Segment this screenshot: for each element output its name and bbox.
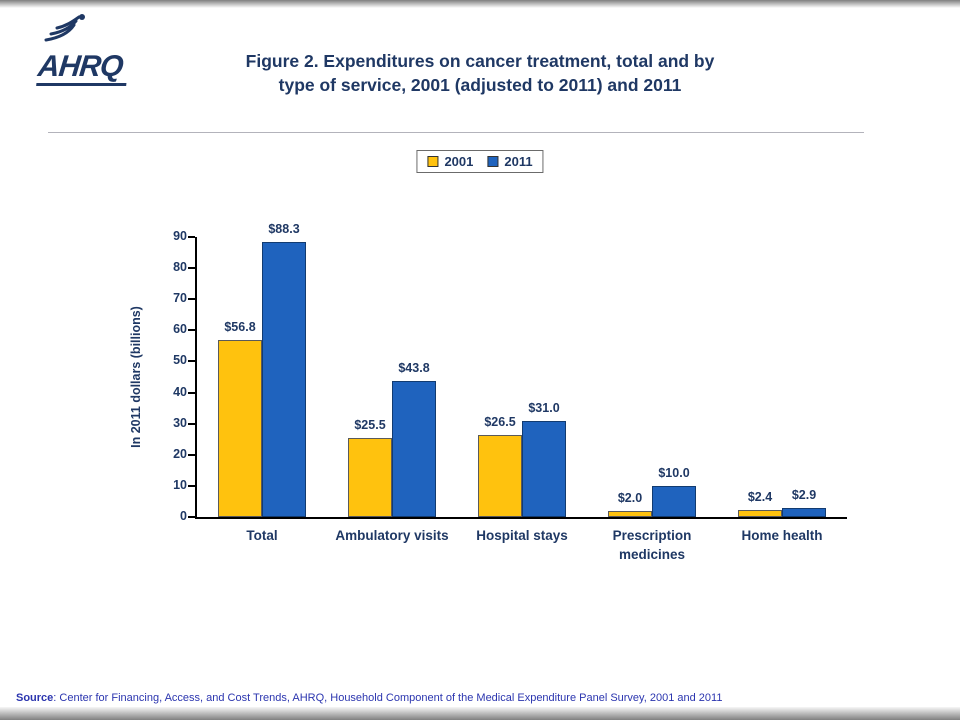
legend-label-2001: 2001: [444, 154, 474, 169]
y-tick-label-50: 50: [173, 353, 187, 368]
bar-2011-ambulatory-visits: [392, 380, 436, 517]
legend-item-2011: 2011: [487, 154, 533, 169]
y-tick-label-20: 20: [173, 446, 187, 461]
bar-2011-hospital-stays: [522, 420, 566, 517]
bar-2001-home-health: [738, 509, 782, 517]
category-label-ambulatory-visits: Ambulatory visits: [335, 528, 449, 543]
y-tick-label-40: 40: [173, 384, 187, 399]
y-tick-mark: [188, 484, 195, 487]
value-label-2001-ambulatory-visits: $25.5: [354, 417, 386, 432]
y-tick-label-60: 60: [173, 322, 187, 337]
y-tick-mark: [188, 516, 195, 518]
y-tick-mark: [188, 360, 195, 363]
y-tick-label-70: 70: [173, 291, 187, 306]
legend-swatch-2001: [427, 156, 439, 167]
source-note: Source: Center for Financing, Access, an…: [16, 692, 946, 704]
category-label-home-health: Home health: [741, 528, 823, 543]
legend-label-2011: 2011: [504, 154, 533, 169]
value-label-2001-total: $56.8: [224, 320, 256, 335]
value-label-2011-home-health: $2.9: [791, 487, 817, 502]
category-label-prescription-medicines: Prescription medicines: [612, 528, 692, 562]
bottom-gradient-strip: [0, 707, 960, 720]
bar-2011-prescription-medicines: [652, 485, 696, 517]
chart-legend: 2001 2011: [416, 150, 544, 173]
y-tick-mark: [188, 422, 195, 425]
bar-2011-home-health: [782, 507, 826, 517]
bar-2011-total: [262, 242, 306, 517]
bar-chart-plot-area: 0 10 20 30 40 50 60 70 80 90 $56.8 $88.3 Total $25.5 $…: [173, 222, 847, 562]
bar-2001-hospital-stays: [478, 434, 522, 517]
page-title-line2: type of service, 2001 (adjusted to 2011)…: [278, 74, 682, 95]
bar-2001-total: [218, 340, 262, 517]
ahrq-logo: AHRQ: [36, 12, 158, 86]
y-axis-title: In 2011 dollars (billions): [129, 306, 143, 448]
y-tick-mark: [188, 329, 195, 332]
y-tick-mark: [188, 267, 195, 270]
y-tick-label-0: 0: [180, 509, 187, 523]
value-label-2001-prescription-medicines: $2.0: [617, 490, 643, 505]
category-label-hospital-stays: Hospital stays: [476, 528, 568, 543]
value-label-2011-prescription-medicines: $10.0: [658, 465, 690, 480]
top-gradient-strip: [0, 0, 960, 8]
value-label-2011-ambulatory-visits: $43.8: [398, 360, 430, 375]
bar-2001-prescription-medicines: [608, 510, 652, 517]
y-tick-mark: [188, 391, 195, 394]
y-tick-label-30: 30: [173, 415, 187, 430]
y-tick-mark: [188, 298, 195, 301]
y-tick-label-10: 10: [173, 477, 187, 492]
y-tick-mark: [188, 236, 195, 238]
value-label-2011-total: $88.3: [268, 222, 300, 237]
page-title: Figure 2. Expenditures on cancer treatme…: [0, 50, 960, 97]
source-text: : Center for Financing, Access, and Cost…: [53, 692, 723, 704]
hhs-eagle-icon: [44, 14, 85, 42]
source-label: Source: [16, 692, 54, 704]
category-label-total: Total: [246, 528, 278, 543]
legend-item-2001: 2001: [427, 154, 473, 169]
header-divider: [48, 132, 864, 133]
y-tick-label-90: 90: [173, 229, 187, 243]
value-label-2001-home-health: $2.4: [747, 489, 773, 504]
legend-swatch-2011: [487, 156, 499, 167]
value-label-2011-hospital-stays: $31.0: [528, 400, 560, 415]
y-tick-label-80: 80: [173, 260, 187, 275]
bar-2001-ambulatory-visits: [348, 437, 392, 517]
page-title-line1: Figure 2. Expenditures on cancer treatme…: [245, 51, 715, 71]
value-label-2001-hospital-stays: $26.5: [484, 414, 516, 429]
y-tick-mark: [188, 453, 195, 456]
